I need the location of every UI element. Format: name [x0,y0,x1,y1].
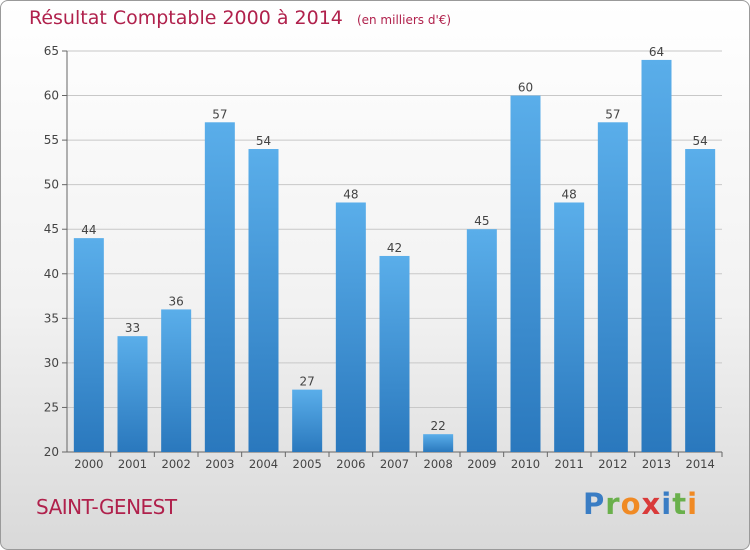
logo-letter: i [661,487,673,521]
y-tick-label: 30 [44,356,59,370]
y-tick-label: 55 [44,133,59,147]
logo-letter: r [605,487,621,521]
x-tick-label: 2007 [380,457,409,471]
bar [554,202,585,452]
data-label: 57 [212,107,227,121]
logo-letter: o [620,487,642,521]
x-tick-label: 2001 [118,457,147,471]
x-tick-label: 2009 [467,457,496,471]
data-label: 42 [387,241,402,255]
data-label: 22 [431,419,446,433]
bar [379,255,410,452]
data-label: 27 [300,375,315,389]
bar [248,149,279,452]
x-tick-label: 2013 [642,457,671,471]
y-tick-label: 45 [44,222,59,236]
y-tick-label: 20 [44,445,59,459]
bar [161,309,192,452]
data-label: 44 [81,223,96,237]
data-label: 54 [693,134,708,148]
commune-name: SAINT-GENEST [36,495,177,519]
bar [335,202,366,452]
logo-letter: t [672,487,688,521]
y-tick-label: 60 [44,89,59,103]
chart-unit: (en milliers d'€) [356,13,452,27]
data-label: 64 [649,45,664,59]
proxiti-logo[interactable]: Proxiti [583,487,698,521]
y-tick-label: 65 [44,44,59,58]
x-tick-label: 2012 [598,457,627,471]
data-label: 57 [605,107,620,121]
y-tick-label: 40 [44,267,59,281]
data-label: 48 [343,187,358,201]
y-tick-label: 35 [44,311,59,325]
bar [466,229,497,452]
data-label: 48 [562,187,577,201]
bar [73,238,104,452]
data-label: 45 [474,214,489,228]
y-tick-label: 50 [44,178,59,192]
logo-letter: x [641,487,662,521]
x-tick-label: 2008 [424,457,453,471]
x-tick-label: 2000 [74,457,103,471]
x-tick-label: 2005 [293,457,322,471]
y-tick-label: 25 [44,400,59,414]
x-tick-label: 2003 [205,457,234,471]
x-tick-label: 2002 [162,457,191,471]
x-tick-label: 2004 [249,457,278,471]
logo-letter: P [583,487,606,521]
bar [204,122,235,453]
bar [510,95,541,453]
x-tick-label: 2010 [511,457,540,471]
chart-title-text: Résultat Comptable 2000 à 2014 [29,7,343,29]
bars [73,59,716,453]
chart-title: Résultat Comptable 2000 à 2014 (en milli… [29,7,451,29]
x-tick-label: 2011 [555,457,584,471]
data-label: 36 [169,294,184,308]
bar [117,336,148,452]
bar [423,434,454,452]
x-tick-label: 2014 [686,457,715,471]
bar [641,59,672,453]
data-label: 60 [518,81,533,95]
bar [292,389,323,452]
bar [685,149,716,452]
bar [597,122,628,453]
logo-letter: i [687,487,699,521]
x-tick-label: 2006 [336,457,365,471]
labels: 20 25 30 35 40 45 50 55 60 65 44 2000 33 2001 36 2002 57… [44,44,715,471]
data-label: 33 [125,321,140,335]
data-label: 54 [256,134,271,148]
